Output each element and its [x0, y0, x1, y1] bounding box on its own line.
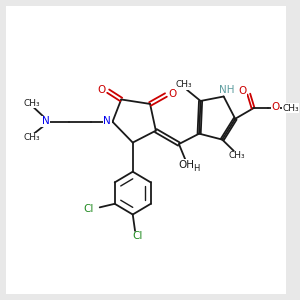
Text: N: N — [42, 116, 50, 126]
Text: Cl: Cl — [83, 204, 93, 214]
Text: CH₃: CH₃ — [176, 80, 192, 89]
Text: N: N — [103, 116, 111, 126]
Text: NH: NH — [219, 85, 235, 95]
Text: O: O — [168, 88, 176, 98]
Text: CH₃: CH₃ — [23, 99, 40, 108]
Text: CH₃: CH₃ — [23, 133, 40, 142]
FancyBboxPatch shape — [6, 6, 286, 294]
Text: OH: OH — [179, 160, 195, 170]
Text: CH₃: CH₃ — [228, 151, 245, 160]
Text: O: O — [98, 85, 106, 95]
Text: H: H — [193, 164, 200, 173]
Text: O: O — [238, 86, 247, 96]
Text: CH₃: CH₃ — [282, 104, 299, 113]
Text: O: O — [272, 102, 280, 112]
Text: Cl: Cl — [132, 231, 142, 241]
